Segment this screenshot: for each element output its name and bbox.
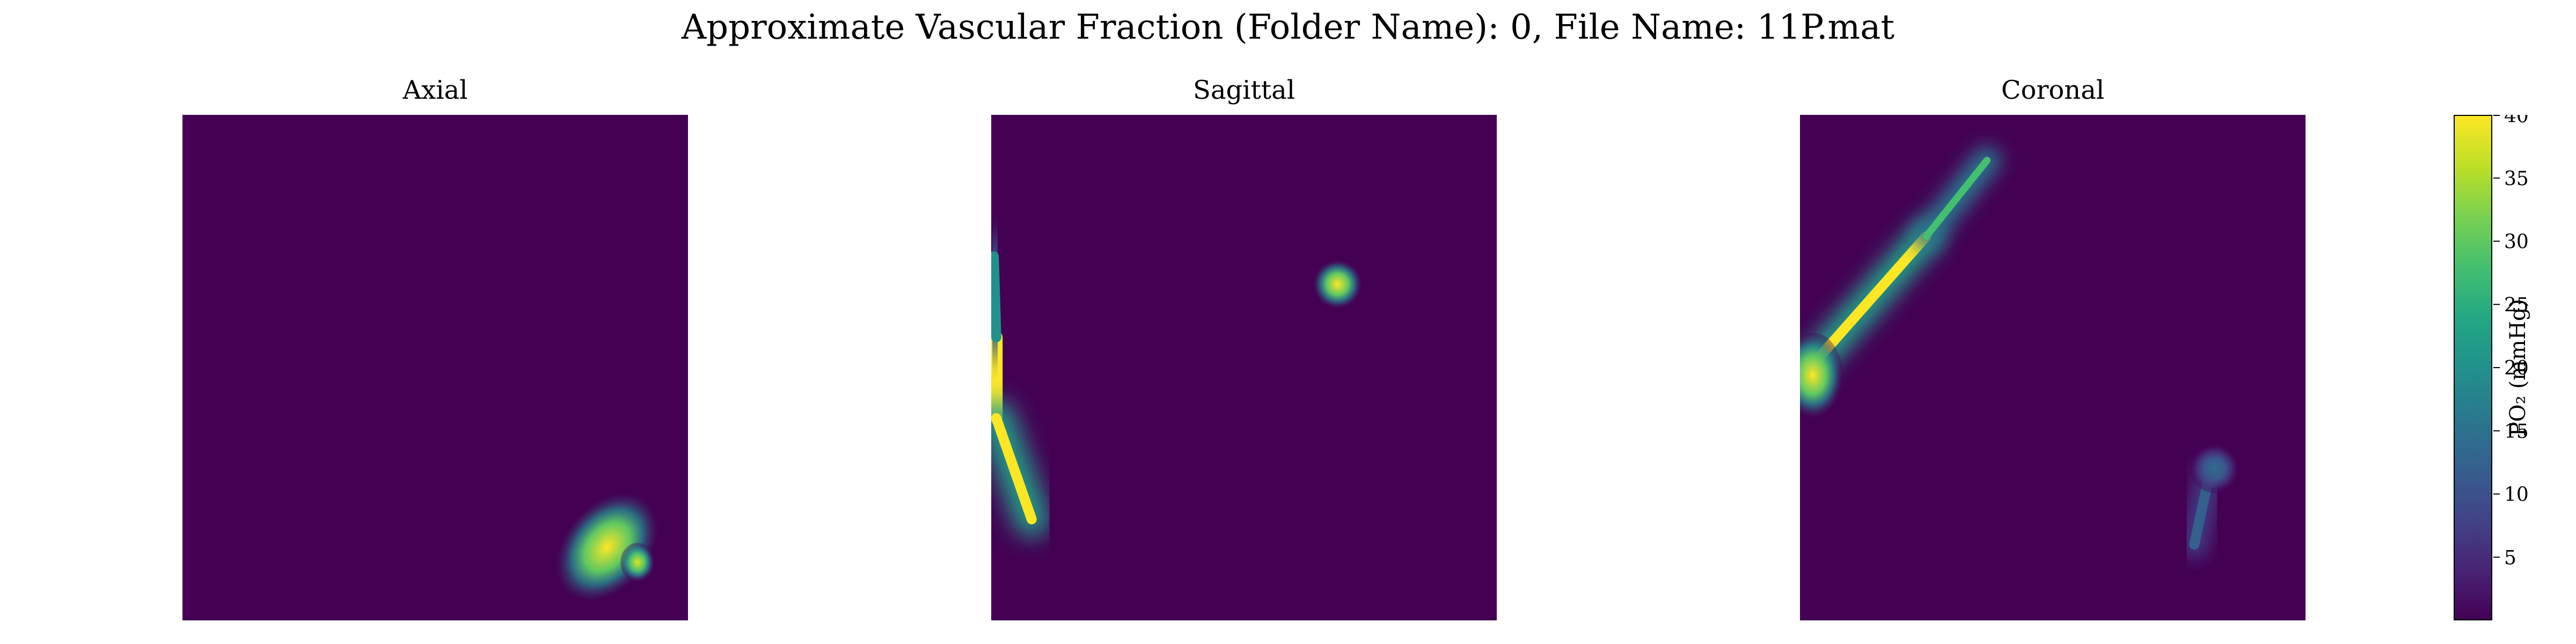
colorbar-tick-label: 15 xyxy=(2504,421,2529,443)
sagittal-heatmap xyxy=(991,115,1497,620)
axial-heatmap xyxy=(182,115,688,620)
colorbar-tick-label: 25 xyxy=(2504,294,2529,316)
colorbar-tick-label: 30 xyxy=(2504,231,2529,253)
colorbar-tick-label: 5 xyxy=(2504,547,2516,569)
coronal-heatmap xyxy=(1800,115,2306,620)
heatmap-vessel xyxy=(991,400,1050,537)
heatmap-vessel xyxy=(991,236,1017,358)
colorbar-tick-label: 10 xyxy=(2504,484,2529,506)
sagittal-title: Sagittal xyxy=(1192,75,1296,105)
colorbar-label: PO₂ (mmHg) xyxy=(2506,298,2530,437)
heatmap-blob xyxy=(1800,333,1843,418)
colorbar-tick-label: 40 xyxy=(2504,115,2529,127)
heatmap-blob xyxy=(620,543,655,582)
heatmap-vessel xyxy=(1913,147,2001,250)
heatmap-blob xyxy=(2190,444,2239,493)
colorbar-tick-label: 35 xyxy=(2504,168,2529,190)
heatmap-blob xyxy=(1313,260,1362,309)
axial-title: Axial xyxy=(402,75,468,105)
colorbar-tick-label: 20 xyxy=(2504,357,2529,379)
coronal-title: Coronal xyxy=(2001,75,2105,105)
colorbar-ticks: 5 10 15 20 25 30 35 40 xyxy=(2493,115,2529,569)
colorbar xyxy=(2454,115,2492,620)
figure-title: Approximate Vascular Fraction (Folder Na… xyxy=(681,8,1895,47)
